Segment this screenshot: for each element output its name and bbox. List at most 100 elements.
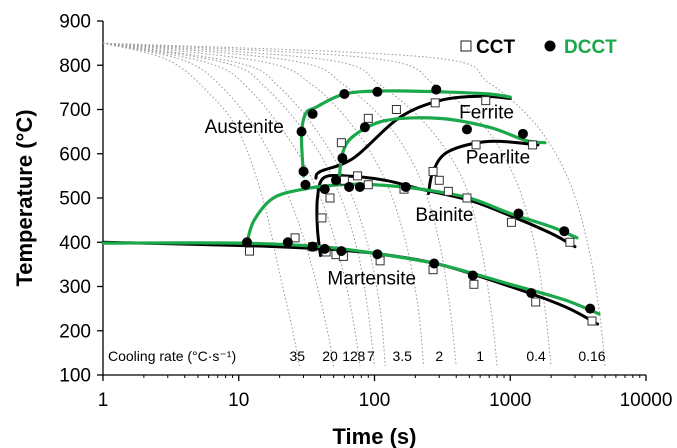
cooling-rate-title: Cooling rate (°C·s⁻¹) xyxy=(108,348,236,364)
dcct-point xyxy=(307,108,318,119)
data-points-layer xyxy=(241,84,597,326)
cct-point xyxy=(363,113,373,123)
x-tick-label: 1000 xyxy=(489,390,531,411)
y-tick-label: 200 xyxy=(59,321,91,342)
dcct-point xyxy=(585,303,596,314)
dcct-point xyxy=(559,226,570,237)
cct-point xyxy=(325,193,335,203)
x-axis-title: Time (s) xyxy=(333,424,417,448)
dcct-point xyxy=(298,166,309,177)
legend-dcct-label: DCCT xyxy=(564,37,617,58)
dcct-point xyxy=(513,208,524,219)
dcct-point xyxy=(241,237,252,248)
cct-point xyxy=(531,297,541,307)
cct-point xyxy=(469,279,479,289)
cct-curve-1 xyxy=(315,173,577,258)
cct-point xyxy=(363,180,373,190)
region-label-martensite: Martensite xyxy=(327,268,416,289)
y-tick-label: 800 xyxy=(59,56,91,77)
cct-point xyxy=(353,171,363,181)
cooling-curve-3p5 xyxy=(103,42,425,367)
cooling-curve-12 xyxy=(103,42,361,367)
cct-point xyxy=(471,140,481,150)
transformation-curves-layer xyxy=(101,89,601,326)
region-label-ferrite: Ferrite xyxy=(459,102,514,123)
cooling-rate-label-0p4: 0.4 xyxy=(526,348,546,364)
x-tick-label: 10 xyxy=(228,390,249,411)
dcct-point xyxy=(372,86,383,97)
dcct-point xyxy=(337,153,348,164)
y-tick-label: 900 xyxy=(59,12,91,33)
y-tick-label: 400 xyxy=(59,233,91,254)
axes-layer: 100 200 300 400 500 600 700 800 900 1 10 100 1000 100… xyxy=(12,12,672,448)
dcct-curve-0 xyxy=(101,241,601,316)
cooling-rate-label-7: 7 xyxy=(367,348,375,364)
dcct-point xyxy=(330,175,341,186)
y-tick-label: 100 xyxy=(59,366,91,387)
region-label-austenite: Austenite xyxy=(205,117,284,138)
dcct-point xyxy=(461,124,472,135)
cooling-rate-label-20: 20 xyxy=(322,348,338,364)
dcct-point xyxy=(354,181,365,192)
cct-point xyxy=(317,213,327,223)
cooling-curve-1 xyxy=(103,42,498,367)
x-tick-label: 100 xyxy=(359,390,391,411)
dcct-point xyxy=(467,270,478,281)
cooling-rate-label-35: 35 xyxy=(290,348,306,364)
dcct-curve-3 xyxy=(337,116,547,182)
cooling-rate-label-8: 8 xyxy=(357,348,365,364)
dcct-point xyxy=(319,184,330,195)
legend-dcct-marker xyxy=(544,40,556,52)
cct-point xyxy=(290,233,300,243)
y-tick-label: 500 xyxy=(59,189,91,210)
cooling-rate-label-12: 12 xyxy=(342,348,358,364)
cct-point xyxy=(506,217,516,227)
y-tick-label: 700 xyxy=(59,100,91,121)
cooling-rate-label-0p16: 0.16 xyxy=(578,348,605,364)
cooling-curve-0p16 xyxy=(103,42,606,367)
cct-point xyxy=(481,96,491,106)
cooling-rate-label-2: 2 xyxy=(435,348,443,364)
cooling-curve-7 xyxy=(103,42,386,367)
dcct-point xyxy=(429,258,440,269)
dcct-point xyxy=(359,122,370,133)
dcct-point xyxy=(431,84,442,95)
cooling-rate-label-3p5: 3.5 xyxy=(392,348,412,364)
x-tick-label: 10000 xyxy=(620,390,673,411)
cct-point xyxy=(430,98,440,108)
dcct-point xyxy=(372,249,383,260)
cooling-curve-8 xyxy=(103,42,375,367)
cct-point xyxy=(528,140,538,150)
x-tick-label: 1 xyxy=(98,390,109,411)
y-tick-label: 300 xyxy=(59,277,91,298)
cct-curve-3 xyxy=(427,139,540,196)
dcct-curve-1 xyxy=(245,182,579,244)
dcct-point xyxy=(344,181,355,192)
y-tick-label: 600 xyxy=(59,144,91,165)
cct-point xyxy=(244,246,254,256)
cct-point xyxy=(391,105,401,114)
cct-point xyxy=(428,166,438,176)
dcct-point xyxy=(517,128,528,139)
labels-layer: Austenite Ferrite Pearlite Bainite Martensit… xyxy=(108,102,606,364)
dcct-point xyxy=(319,243,330,254)
region-label-bainite: Bainite xyxy=(415,205,473,226)
cct-point xyxy=(565,237,575,247)
cooling-curves-layer xyxy=(103,42,606,367)
cct-point xyxy=(336,138,346,148)
dcct-point xyxy=(300,179,311,190)
dcct-point xyxy=(400,181,411,192)
dcct-point xyxy=(282,237,293,248)
dcct-point xyxy=(296,126,307,137)
cct-point xyxy=(462,193,472,203)
dcct-point xyxy=(307,241,318,252)
cct-point xyxy=(434,175,444,185)
dcct-point xyxy=(526,288,537,299)
cct-point xyxy=(443,186,453,196)
legend-cct-marker xyxy=(460,40,472,52)
cooling-curve-20 xyxy=(103,42,335,367)
y-axis-title: Temperature (°C) xyxy=(12,109,37,286)
legend: CCT DCCT xyxy=(460,37,617,58)
